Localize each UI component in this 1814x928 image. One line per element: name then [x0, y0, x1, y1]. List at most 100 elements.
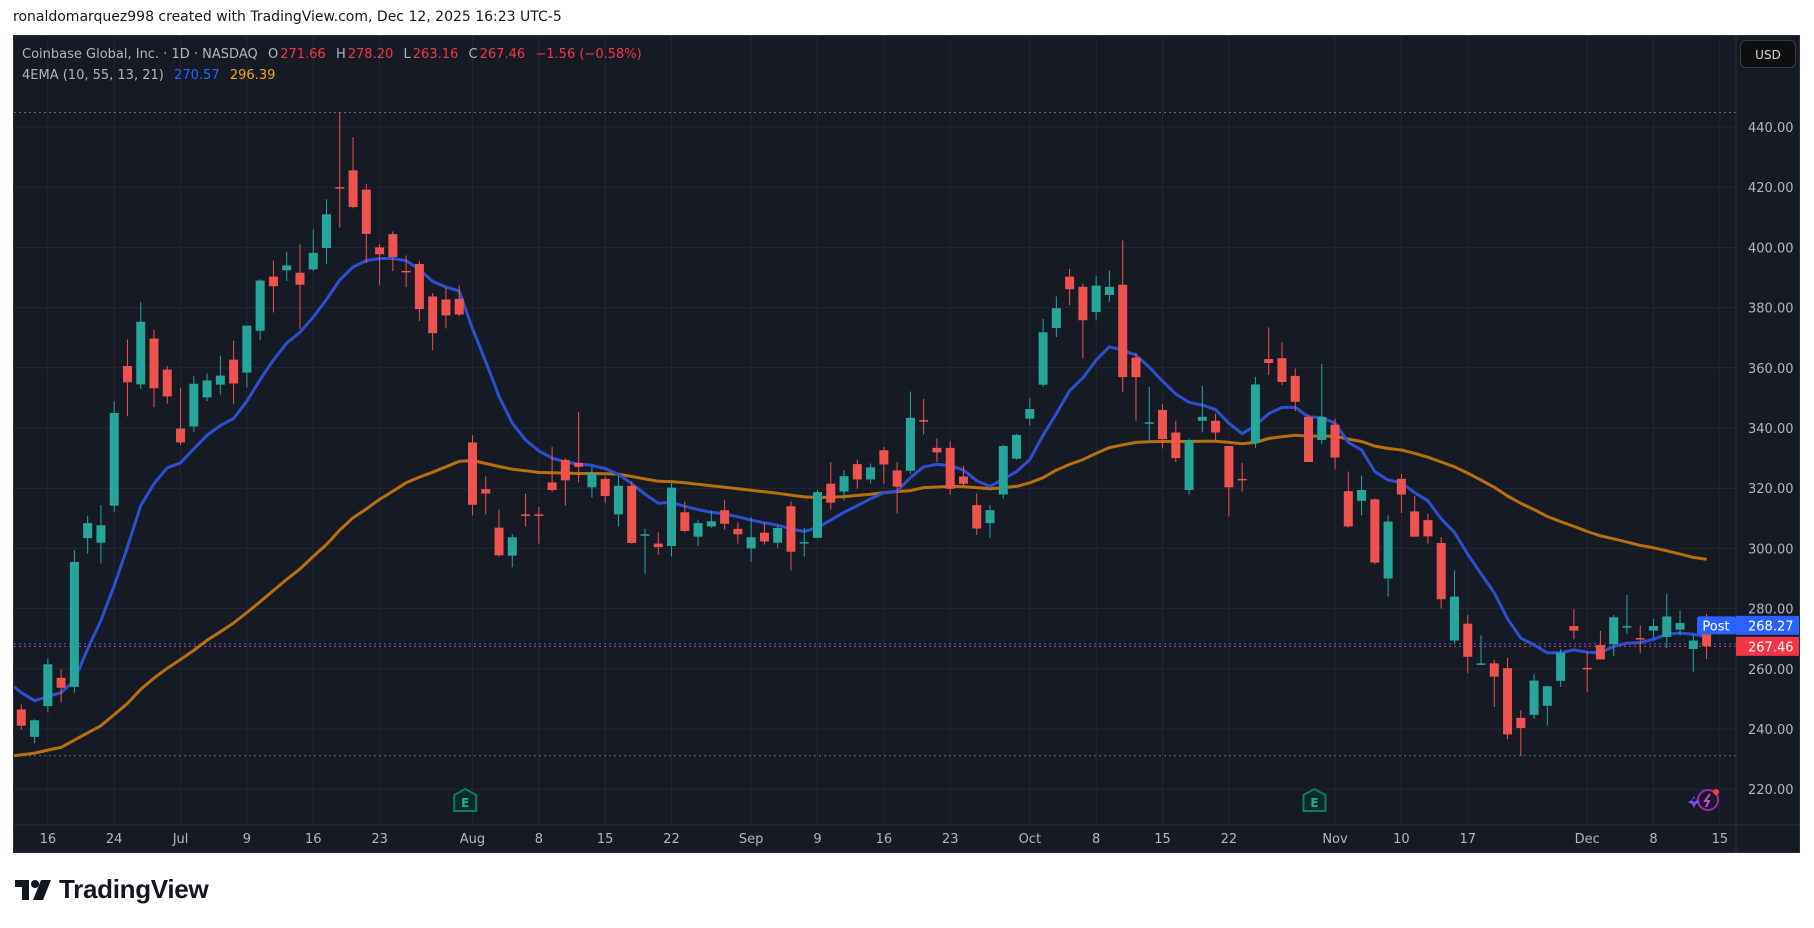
candle[interactable]	[348, 137, 358, 209]
candle[interactable]	[428, 293, 438, 351]
candle[interactable]	[1609, 614, 1619, 657]
candle[interactable]	[1688, 635, 1698, 672]
candle[interactable]	[839, 470, 849, 501]
candle[interactable]	[667, 481, 677, 557]
candle[interactable]	[494, 509, 504, 557]
candle[interactable]	[932, 438, 942, 463]
candle[interactable]	[547, 446, 557, 493]
candle[interactable]	[1343, 471, 1353, 528]
candle[interactable]	[467, 435, 477, 516]
candle[interactable]	[481, 476, 491, 515]
candle[interactable]	[919, 398, 929, 435]
candle[interactable]	[282, 251, 292, 281]
candle[interactable]	[1303, 414, 1313, 463]
candle[interactable]	[189, 375, 199, 432]
candle[interactable]	[972, 493, 982, 535]
candle[interactable]	[866, 463, 876, 484]
candle[interactable]	[613, 474, 623, 527]
candle[interactable]	[1131, 352, 1141, 421]
candle[interactable]	[1503, 657, 1513, 740]
candle[interactable]	[308, 229, 318, 272]
candle[interactable]	[998, 444, 1008, 499]
candle[interactable]	[1556, 648, 1566, 687]
candle[interactable]	[574, 412, 584, 483]
candle[interactable]	[1277, 342, 1287, 386]
candle[interactable]	[1542, 685, 1552, 726]
candle[interactable]	[627, 481, 637, 544]
candle[interactable]	[1662, 594, 1672, 649]
symbol-title[interactable]: Coinbase Global, Inc. · 1D · NASDAQ	[22, 47, 258, 62]
candlestick-chart[interactable]: 220.00 240.00 260.00 280.00 300.00 320.00 340.…	[14, 36, 1800, 853]
candle[interactable]	[1264, 327, 1274, 376]
candle[interactable]	[1582, 651, 1592, 692]
candle[interactable]	[1330, 418, 1340, 470]
candle[interactable]	[96, 505, 106, 564]
candle[interactable]	[255, 279, 265, 341]
candle[interactable]	[1357, 475, 1367, 516]
candle[interactable]	[322, 199, 332, 264]
candle[interactable]	[680, 501, 690, 533]
candle[interactable]	[1595, 630, 1605, 660]
candle[interactable]	[720, 499, 730, 530]
candle[interactable]	[1184, 438, 1194, 495]
candle[interactable]	[1649, 618, 1659, 639]
candle[interactable]	[1144, 386, 1154, 444]
candle[interactable]	[83, 515, 93, 554]
candle[interactable]	[1051, 296, 1061, 338]
indicator-legend-row[interactable]: 4EMA (10, 55, 13, 21) 270.57 296.39	[22, 65, 644, 86]
candle[interactable]	[1635, 625, 1645, 653]
candle[interactable]	[361, 184, 371, 264]
candle[interactable]	[1224, 446, 1234, 517]
candle[interactable]	[30, 719, 40, 744]
candle[interactable]	[826, 462, 836, 510]
candle[interactable]	[1569, 609, 1579, 640]
candle[interactable]	[162, 365, 172, 404]
candle[interactable]	[122, 339, 132, 417]
candle[interactable]	[1290, 368, 1300, 412]
currency-button[interactable]: USD	[1740, 40, 1796, 68]
candle[interactable]	[388, 231, 398, 272]
candle[interactable]	[534, 507, 544, 544]
candle[interactable]	[773, 525, 783, 548]
candle[interactable]	[1423, 513, 1433, 544]
candle[interactable]	[1025, 397, 1035, 426]
earnings-icon[interactable]: E	[453, 787, 478, 812]
candle[interactable]	[600, 476, 610, 504]
candle[interactable]	[905, 391, 915, 475]
candle[interactable]	[1237, 462, 1247, 492]
candle[interactable]	[414, 260, 424, 322]
time-axis[interactable]: 16 24 Jul 9 16 23 Aug 8 15 22 Sep 9 16 23 Oct 8 15 22 Nov 1…	[40, 832, 1729, 847]
candle[interactable]	[56, 669, 66, 703]
candle[interactable]	[640, 528, 650, 574]
candle[interactable]	[136, 301, 146, 389]
candle[interactable]	[958, 465, 968, 487]
candle[interactable]	[149, 329, 159, 408]
candle[interactable]	[1104, 270, 1114, 302]
candle[interactable]	[521, 493, 531, 527]
candle[interactable]	[985, 505, 995, 539]
candle[interactable]	[1038, 318, 1048, 387]
candle[interactable]	[335, 112, 345, 228]
candle[interactable]	[746, 516, 756, 562]
candle[interactable]	[560, 458, 570, 506]
candle[interactable]	[202, 373, 212, 402]
candle[interactable]	[693, 519, 703, 546]
candle[interactable]	[1370, 498, 1380, 565]
candle[interactable]	[759, 523, 769, 545]
candle[interactable]	[1211, 413, 1221, 442]
candle[interactable]	[507, 533, 517, 568]
candle[interactable]	[1250, 376, 1260, 448]
candle[interactable]	[176, 387, 186, 445]
candle[interactable]	[1012, 433, 1022, 460]
candle[interactable]	[242, 325, 252, 388]
indicator-title[interactable]: 4EMA (10, 55, 13, 21)	[22, 68, 164, 83]
candle[interactable]	[454, 285, 464, 317]
candle[interactable]	[229, 340, 239, 404]
candle[interactable]	[1410, 496, 1420, 537]
candle[interactable]	[733, 522, 743, 544]
candle[interactable]	[813, 490, 822, 538]
candle[interactable]	[69, 550, 79, 693]
candle[interactable]	[1529, 674, 1539, 719]
candle[interactable]	[1396, 474, 1406, 513]
candle[interactable]	[1489, 660, 1499, 708]
